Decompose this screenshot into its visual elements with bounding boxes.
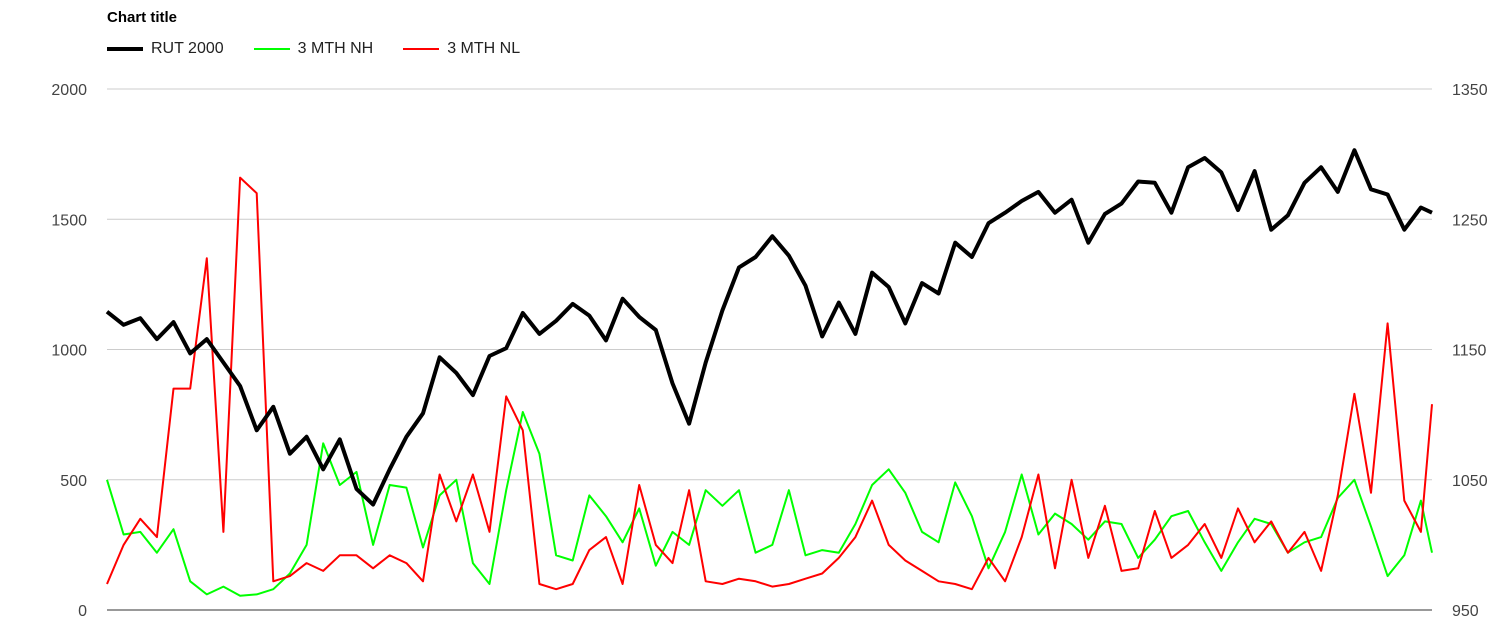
y-right-tick-label: 950 <box>1452 603 1479 620</box>
series-line-rut-2000 <box>105 148 1433 507</box>
y-left-tick-label: 1500 <box>51 212 87 229</box>
y-left-tick-label: 0 <box>78 603 87 620</box>
series-line-3-mth-nl <box>106 176 1433 591</box>
legend-swatch-3-mth-nh <box>253 48 290 50</box>
y-left-tick-label: 2000 <box>51 82 87 99</box>
legend-item-3-mth-nh: 3 MTH NH <box>253 40 374 58</box>
legend-label-rut-2000: RUT 2000 <box>151 40 224 57</box>
legend-label-3-mth-nl: 3 MTH NL <box>447 40 521 57</box>
y-right-tick-label: 1250 <box>1452 212 1488 229</box>
y-left-tick-label: 1000 <box>51 343 87 360</box>
legend-item-rut-2000: RUT 2000 <box>107 40 224 58</box>
y-right-tick-label: 1350 <box>1452 82 1488 99</box>
legend-swatch-3-mth-nl <box>403 48 440 50</box>
legend-item-3-mth-nl: 3 MTH NL <box>403 40 520 58</box>
legend-label-3-mth-nh: 3 MTH NH <box>297 40 374 57</box>
legend: RUT 2000 3 MTH NH 3 MTH NL <box>107 38 550 60</box>
y-right-tick-label: 1050 <box>1452 473 1488 490</box>
y-left-tick-label: 500 <box>60 473 87 490</box>
legend-swatch-rut-2000 <box>107 47 143 51</box>
chart-title: Chart title <box>107 9 178 26</box>
y-right-tick-label: 1150 <box>1452 343 1487 360</box>
